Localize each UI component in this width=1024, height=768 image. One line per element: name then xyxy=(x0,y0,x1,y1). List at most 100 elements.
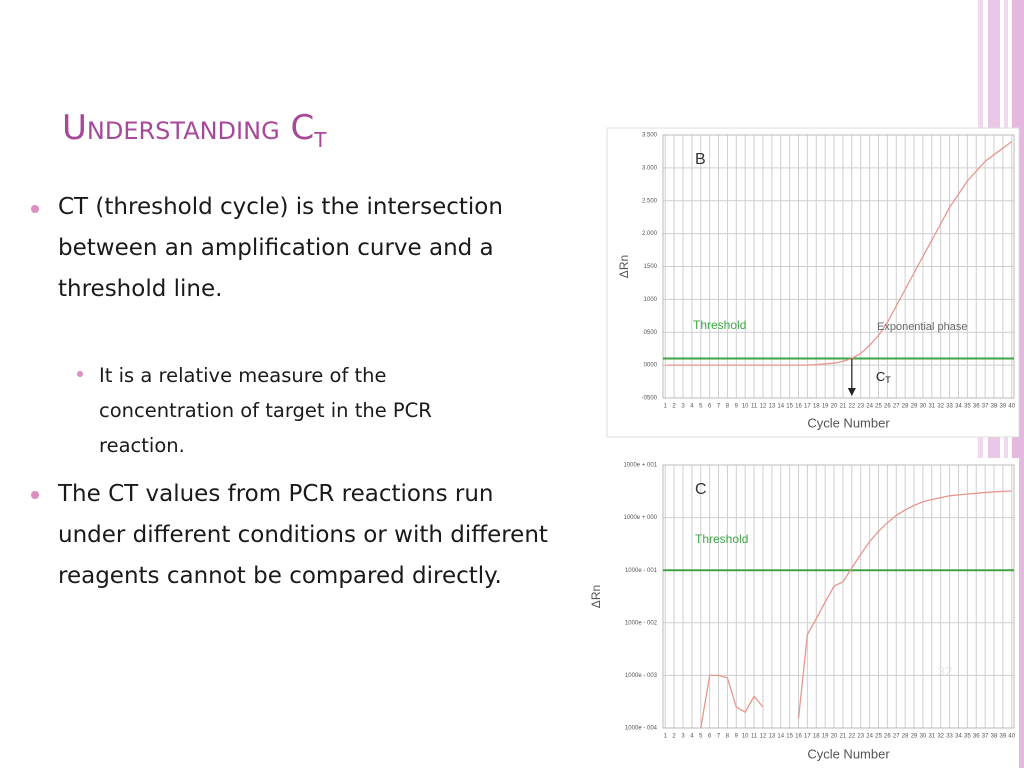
threshold-label: Threshold xyxy=(693,318,746,332)
y-tick-label: 2.000 xyxy=(642,231,658,237)
x-tick-label: 7 xyxy=(717,404,721,410)
slide-number: 32 xyxy=(938,663,952,678)
x-tick-label: 35 xyxy=(964,734,971,740)
x-tick-label: 11 xyxy=(751,404,758,410)
y-tick-label: 1000e - 001 xyxy=(625,568,658,574)
x-tick-label: 18 xyxy=(813,734,820,740)
x-tick-label: 21 xyxy=(840,404,847,410)
x-tick-label: 6 xyxy=(708,404,712,410)
x-tick-label: 34 xyxy=(955,404,962,410)
plot-border xyxy=(662,134,1015,399)
x-tick-label: 17 xyxy=(804,404,811,410)
x-tick-label: 14 xyxy=(777,734,784,740)
x-tick-label: 4 xyxy=(690,404,694,410)
x-tick-label: 9 xyxy=(735,404,739,410)
ct-letter: C xyxy=(876,369,885,384)
y-axis-label: ΔRn xyxy=(589,585,603,608)
x-tick-label: 28 xyxy=(902,404,909,410)
x-tick-label: 2 xyxy=(672,404,676,410)
bullet-dot xyxy=(31,491,39,499)
x-tick-label: 34 xyxy=(955,734,962,740)
x-tick-label: 37 xyxy=(982,404,989,410)
y-axis-label: ΔRn xyxy=(617,255,631,278)
x-tick-label: 37 xyxy=(982,734,989,740)
x-tick-label: 35 xyxy=(964,404,971,410)
x-tick-label: 27 xyxy=(893,734,900,740)
x-tick-label: 11 xyxy=(751,734,758,740)
y-tick-label: 3.000 xyxy=(642,165,658,171)
x-tick-label: 8 xyxy=(726,734,730,740)
sub-bullet: It is a relative measure of the concentr… xyxy=(99,364,432,457)
x-tick-label: 33 xyxy=(946,734,953,740)
x-tick-label: 14 xyxy=(777,404,784,410)
x-tick-label: 36 xyxy=(973,404,980,410)
title-sub: T xyxy=(314,127,327,152)
x-tick-label: 32 xyxy=(937,404,944,410)
x-tick-label: 4 xyxy=(690,734,694,740)
y-tick-label: 1000e + 001 xyxy=(623,463,657,469)
x-tick-label: 26 xyxy=(884,404,891,410)
x-tick-label: 23 xyxy=(857,734,864,740)
x-tick-label: 36 xyxy=(973,734,980,740)
x-axis-label: Cycle Number xyxy=(807,746,890,761)
x-tick-label: 40 xyxy=(1008,404,1015,410)
x-tick-label: 5 xyxy=(699,734,703,740)
x-tick-label: 12 xyxy=(760,734,767,740)
chart-frame xyxy=(606,127,1020,438)
bullet-dot xyxy=(31,205,39,213)
x-tick-label: 8 xyxy=(726,404,730,410)
annotation: Exponential phase xyxy=(877,321,968,333)
x-tick-label: 18 xyxy=(813,404,820,410)
y-tick-label: 0000 xyxy=(644,363,658,369)
x-tick-label: 1 xyxy=(664,404,668,410)
y-tick-label: -0500 xyxy=(642,396,658,402)
x-tick-label: 26 xyxy=(884,734,891,740)
x-tick-label: 25 xyxy=(875,734,882,740)
amplification-curve xyxy=(700,490,1012,729)
x-tick-label: 17 xyxy=(804,734,811,740)
x-tick-label: 6 xyxy=(708,734,712,740)
x-tick-label: 40 xyxy=(1008,734,1015,740)
x-tick-label: 22 xyxy=(848,734,855,740)
x-tick-label: 16 xyxy=(795,734,802,740)
x-tick-label: 1 xyxy=(664,734,668,740)
x-tick-label: 7 xyxy=(717,734,721,740)
x-tick-label: 31 xyxy=(928,734,935,740)
bullet-dot xyxy=(77,371,83,377)
y-tick-label: 1500 xyxy=(644,264,658,270)
x-tick-label: 39 xyxy=(1000,404,1007,410)
amplification-curve xyxy=(665,141,1013,366)
x-tick-label: 13 xyxy=(769,734,776,740)
threshold-label: Threshold xyxy=(695,532,748,546)
x-tick-label: 31 xyxy=(928,404,935,410)
y-tick-label: 1000e + 000 xyxy=(623,515,657,521)
x-axis-label: Cycle Number xyxy=(807,415,890,430)
x-tick-label: 21 xyxy=(840,734,847,740)
y-tick-label: 3.500 xyxy=(642,133,658,139)
chart-frame xyxy=(585,458,1019,768)
x-tick-label: 2 xyxy=(672,734,676,740)
x-tick-label: 28 xyxy=(902,734,909,740)
x-tick-label: 5 xyxy=(699,404,703,410)
y-tick-label: 1000 xyxy=(644,297,658,303)
x-tick-label: 10 xyxy=(742,404,749,410)
x-tick-label: 15 xyxy=(786,734,793,740)
x-tick-label: 20 xyxy=(831,734,838,740)
plot-border xyxy=(662,464,1015,729)
x-tick-label: 29 xyxy=(911,404,918,410)
x-tick-label: 38 xyxy=(991,734,998,740)
x-tick-label: 16 xyxy=(795,404,802,410)
x-tick-label: 9 xyxy=(735,734,739,740)
x-tick-label: 30 xyxy=(920,404,927,410)
x-tick-label: 27 xyxy=(893,404,900,410)
slide-title: Understanding CT xyxy=(62,108,326,152)
x-tick-label: 39 xyxy=(1000,734,1007,740)
x-tick-label: 32 xyxy=(937,734,944,740)
y-tick-label: 2.500 xyxy=(642,198,658,204)
x-tick-label: 22 xyxy=(848,404,855,410)
ct-arrow-head xyxy=(847,388,856,396)
bullet: CT (threshold cycle) is the intersection… xyxy=(58,194,503,302)
x-tick-label: 38 xyxy=(991,404,998,410)
x-tick-label: 25 xyxy=(875,404,882,410)
x-tick-label: 24 xyxy=(866,404,873,410)
